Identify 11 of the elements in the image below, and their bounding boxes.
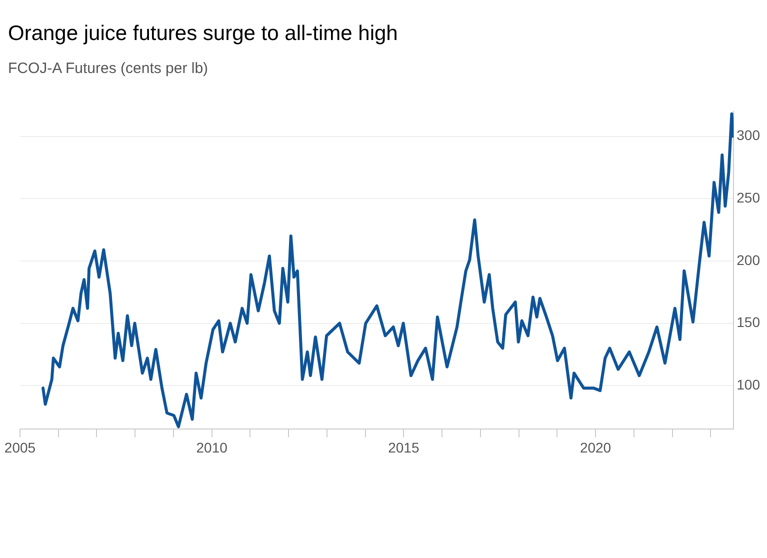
y-tick-label: 200 [736, 252, 760, 268]
x-tick-label: 2020 [580, 439, 612, 456]
y-tick-label: 100 [736, 376, 760, 392]
y-tick-label: 250 [736, 190, 760, 206]
y-tick-label: 150 [736, 314, 760, 330]
chart-subtitle: FCOJ-A Futures (cents per lb) [8, 60, 208, 77]
x-tick-label: 2015 [388, 439, 420, 456]
x-tick-label: 2005 [4, 439, 36, 456]
chart-title: Orange juice futures surge to all-time high [8, 22, 398, 46]
y-tick-label: 300 [736, 127, 760, 144]
x-tick-label: 2010 [196, 439, 228, 456]
